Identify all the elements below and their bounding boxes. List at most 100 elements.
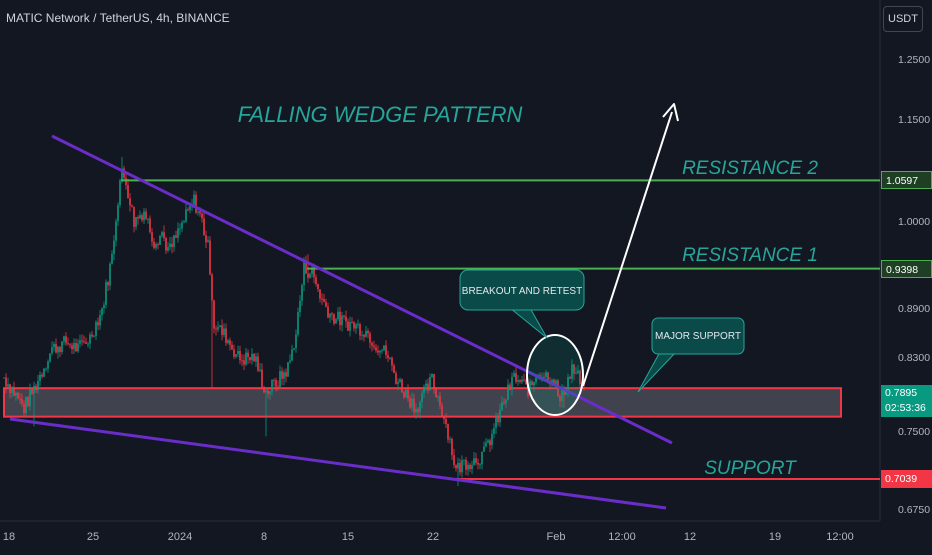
candle-body [563, 390, 565, 395]
candle-body [507, 384, 509, 400]
candle-body [407, 389, 409, 399]
price-tick-label: 0.8300 [898, 352, 930, 364]
candle-body [101, 308, 103, 315]
candle-body [451, 438, 453, 456]
candle-body [469, 464, 471, 469]
candle-body [509, 384, 511, 390]
candle-body [95, 322, 97, 336]
candle-body [177, 228, 179, 238]
candle-body [445, 418, 447, 424]
candle-body [471, 465, 473, 469]
candle-body [89, 334, 91, 344]
candle-body [229, 340, 231, 345]
projection-arrowhead [662, 103, 679, 122]
candle-body [361, 334, 363, 336]
candle-body [557, 380, 559, 397]
bar-countdown: 02:53:36 [885, 402, 926, 415]
candle-body [427, 383, 429, 391]
candle-body [397, 381, 399, 384]
candle-body [159, 235, 161, 245]
support-zone [3, 387, 842, 418]
candle-body [65, 336, 67, 344]
candle-body [129, 198, 131, 206]
candle-body [403, 392, 405, 398]
candle-body [219, 325, 221, 327]
price-axis[interactable]: 1.2500 1.1500 1.0000 0.8900 0.8300 0.7500 0.67… [898, 54, 930, 516]
candle-body [321, 298, 323, 300]
candle-body [61, 341, 63, 352]
candle-body [547, 372, 549, 384]
candle-body [483, 446, 485, 452]
candle-body [71, 345, 73, 350]
candle-body [449, 438, 451, 440]
time-axis[interactable]: 18 25 2024 8 15 22 Feb 12:00 12 19 12:00 [3, 531, 854, 543]
time-tick-label: 12 [684, 531, 696, 543]
candle-body [135, 217, 137, 227]
candle-body [443, 416, 445, 419]
candle-body [517, 380, 519, 382]
candle-body [399, 379, 401, 382]
breakout-callout-text: BREAKOUT AND RETEST [462, 286, 582, 297]
candle-body [233, 349, 235, 357]
candle-body [389, 357, 391, 359]
candle-body [279, 371, 281, 388]
candle-body [561, 390, 563, 402]
candle-body [91, 334, 93, 337]
breakout-callout-pointer [508, 307, 548, 339]
candle-body [299, 300, 301, 313]
candle-body [493, 427, 495, 434]
candle-body [579, 370, 581, 384]
resistance-1-price-tag: 0.9398 [881, 259, 932, 278]
currency-button[interactable]: USDT [883, 6, 923, 32]
candle-body [145, 211, 147, 219]
candle-body [53, 343, 55, 348]
candle-body [487, 440, 489, 443]
candle-body [371, 342, 373, 346]
candle-body [57, 346, 59, 353]
candle-body [313, 267, 315, 278]
candle-body [29, 389, 31, 407]
candle-body [373, 345, 375, 348]
candle-body [291, 349, 293, 361]
candle-body [7, 384, 9, 387]
candle-body [241, 360, 243, 362]
candle-body [153, 241, 155, 248]
major-support-callout-pointer [637, 351, 678, 393]
candle-body [47, 361, 49, 369]
wedge-lower-trendline [9, 417, 667, 510]
candle-body [235, 354, 237, 357]
candle-body [543, 376, 545, 378]
candle-body [479, 464, 481, 466]
candle-body [97, 322, 99, 326]
candle-body [569, 376, 571, 379]
candle-body [497, 416, 499, 423]
candle-body [141, 215, 143, 221]
symbol-header: MATIC Network / TetherUS, 4h, BINANCE [6, 11, 230, 25]
candle-body [227, 340, 229, 343]
price-tick-label: 0.7500 [898, 426, 930, 438]
candle-body [415, 408, 417, 413]
candle-body [99, 314, 101, 326]
candle-body [167, 247, 169, 251]
candle-body [303, 262, 305, 286]
candle-body [575, 373, 577, 375]
candle-body [117, 205, 119, 222]
candle-body [19, 398, 21, 400]
candle-body [81, 340, 83, 342]
candle-body [481, 451, 483, 465]
candle-body [143, 211, 145, 221]
candle-body [463, 459, 465, 461]
price-tick-label: 0.6750 [898, 504, 930, 516]
candle-body [201, 213, 203, 219]
candle-body [505, 399, 507, 404]
candle-body [491, 433, 493, 446]
candle-body [185, 209, 187, 222]
candle-body [439, 396, 441, 406]
candle-body [223, 328, 225, 335]
candle-body [193, 194, 195, 205]
candle-body [163, 232, 165, 239]
candle-body [519, 380, 521, 382]
candle-body [3, 377, 5, 379]
candle-body [165, 238, 167, 251]
